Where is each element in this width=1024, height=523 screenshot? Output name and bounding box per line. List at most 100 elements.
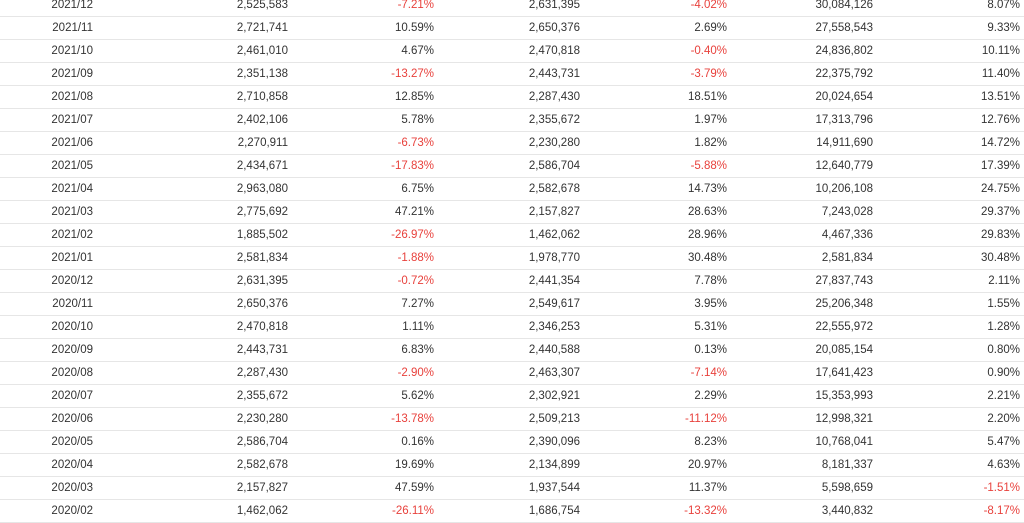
- compare-value-cell: 2,157,827: [528, 206, 580, 218]
- cumulative-percent-cell: 12.76%: [980, 114, 1020, 126]
- cumulative-value-cell: 5,598,659: [821, 482, 873, 494]
- month-cell: 2020/02: [51, 505, 93, 517]
- compare-value-cell: 1,978,770: [528, 252, 580, 264]
- month-cell: 2021/04: [51, 183, 93, 195]
- cumulative-percent-cell: 1.55%: [987, 298, 1020, 310]
- compare-value-cell: 2,582,678: [528, 183, 580, 195]
- change-percent-cell: 6.75%: [401, 183, 434, 195]
- month-cell: 2020/04: [51, 459, 93, 471]
- table-row: 2020/12 2,631,395 -0.72% 2,441,354 7.78% 27,8…: [0, 270, 1024, 293]
- compare-value-cell: 2,441,354: [528, 275, 580, 287]
- cumulative-value-cell: 25,206,348: [815, 298, 873, 310]
- compare-value-cell: 2,302,921: [528, 390, 580, 402]
- change-percent-cell: 4.67%: [401, 45, 434, 57]
- cumulative-percent-cell: 24.75%: [980, 183, 1020, 195]
- value-cell: 2,402,106: [236, 114, 288, 126]
- month-cell: 2020/09: [51, 344, 93, 356]
- cumulative-percent-cell: 29.83%: [980, 229, 1020, 241]
- table-row: 2021/11 2,721,741 10.59% 2,650,376 2.69% 27,5…: [0, 17, 1024, 40]
- compare-percent-cell: 28.63%: [687, 206, 727, 218]
- cumulative-value-cell: 15,353,993: [815, 390, 873, 402]
- cumulative-percent-cell: 2.11%: [988, 275, 1020, 287]
- month-cell: 2020/11: [52, 298, 93, 310]
- change-percent-cell: 5.62%: [401, 390, 434, 402]
- table-row: 2021/05 2,434,671 -17.83% 2,586,704 -5.88% 12…: [0, 155, 1024, 178]
- change-percent-cell: -26.11%: [392, 505, 434, 517]
- table-row: 2021/04 2,963,080 6.75% 2,582,678 14.73% 10,2…: [0, 178, 1024, 201]
- cumulative-value-cell: 10,768,041: [815, 436, 873, 448]
- table-row: 2020/11 2,650,376 7.27% 2,549,617 3.95% 25,20…: [0, 293, 1024, 316]
- value-cell: 2,631,395: [236, 275, 288, 287]
- month-cell: 2021/11: [52, 22, 93, 34]
- change-percent-cell: -26.97%: [391, 229, 434, 241]
- table-row: 2021/01 2,581,834 -1.88% 1,978,770 30.48% 2,5…: [0, 247, 1024, 270]
- value-cell: 2,230,280: [236, 413, 288, 425]
- cumulative-value-cell: 14,911,690: [816, 137, 873, 149]
- cumulative-value-cell: 22,375,792: [815, 68, 873, 80]
- change-percent-cell: -13.78%: [391, 413, 434, 425]
- table-row: 2020/05 2,586,704 0.16% 2,390,096 8.23% 10,76…: [0, 431, 1024, 454]
- table-row: 2020/02 1,462,062 -26.11% 1,686,754 -13.32% 3…: [0, 500, 1024, 523]
- table-row: 2020/10 2,470,818 1.11% 2,346,253 5.31% 22,55…: [0, 316, 1024, 339]
- compare-value-cell: 2,509,213: [528, 413, 580, 425]
- compare-percent-cell: -3.79%: [690, 68, 727, 80]
- cumulative-percent-cell: 4.63%: [987, 459, 1020, 471]
- cumulative-value-cell: 17,313,796: [815, 114, 873, 126]
- value-cell: 2,351,138: [236, 68, 288, 80]
- compare-percent-cell: 5.31%: [694, 321, 727, 333]
- cumulative-percent-cell: 1.28%: [987, 321, 1020, 333]
- compare-value-cell: 1,462,062: [528, 229, 580, 241]
- change-percent-cell: 7.27%: [401, 298, 434, 310]
- table-row: 2020/09 2,443,731 6.83% 2,440,588 0.13% 20,08…: [0, 339, 1024, 362]
- table-row: 2021/03 2,775,692 47.21% 2,157,827 28.63% 7,2…: [0, 201, 1024, 224]
- month-cell: 2021/05: [51, 160, 93, 172]
- cumulative-value-cell: 27,837,743: [815, 275, 873, 287]
- value-cell: 2,582,678: [236, 459, 288, 471]
- month-cell: 2020/06: [51, 413, 93, 425]
- month-cell: 2021/09: [51, 68, 93, 80]
- compare-percent-cell: 28.96%: [687, 229, 727, 241]
- compare-percent-cell: 2.69%: [694, 22, 727, 34]
- month-cell: 2021/10: [51, 45, 93, 57]
- change-percent-cell: 10.59%: [394, 22, 434, 34]
- value-cell: 2,270,911: [237, 137, 288, 149]
- compare-percent-cell: 2.29%: [694, 390, 727, 402]
- value-cell: 2,586,704: [236, 436, 288, 448]
- value-cell: 2,721,741: [236, 22, 288, 34]
- table-row: 2021/08 2,710,858 12.85% 2,287,430 18.51% 20,…: [0, 86, 1024, 109]
- month-cell: 2021/08: [51, 91, 93, 103]
- month-cell: 2021/03: [51, 206, 93, 218]
- month-cell: 2021/01: [51, 252, 93, 264]
- table-row: 2020/08 2,287,430 -2.90% 2,463,307 -7.14% 17,…: [0, 362, 1024, 385]
- value-cell: 2,287,430: [236, 367, 288, 379]
- table-row: 2021/09 2,351,138 -13.27% 2,443,731 -3.79% 22…: [0, 63, 1024, 86]
- value-cell: 2,355,672: [236, 390, 288, 402]
- cumulative-value-cell: 22,555,972: [815, 321, 873, 333]
- month-cell: 2020/05: [51, 436, 93, 448]
- change-percent-cell: 1.11%: [402, 321, 434, 333]
- value-cell: 2,525,583: [236, 0, 288, 11]
- cumulative-value-cell: 7,243,028: [821, 206, 873, 218]
- month-cell: 2020/03: [51, 482, 93, 494]
- cumulative-percent-cell: 5.47%: [987, 436, 1020, 448]
- cumulative-value-cell: 24,836,802: [815, 45, 873, 57]
- compare-value-cell: 2,470,818: [528, 45, 580, 57]
- compare-value-cell: 2,390,096: [528, 436, 580, 448]
- month-cell: 2020/07: [51, 390, 93, 402]
- cumulative-percent-cell: 9.33%: [987, 22, 1020, 34]
- compare-percent-cell: 30.48%: [687, 252, 727, 264]
- compare-value-cell: 2,586,704: [528, 160, 580, 172]
- compare-value-cell: 2,463,307: [528, 367, 580, 379]
- compare-percent-cell: 11.37%: [688, 482, 727, 494]
- compare-value-cell: 2,355,672: [528, 114, 580, 126]
- value-cell: 2,461,010: [236, 45, 288, 57]
- compare-percent-cell: -0.40%: [690, 45, 727, 57]
- table-row: 2020/06 2,230,280 -13.78% 2,509,213 -11.12% 1…: [0, 408, 1024, 431]
- cumulative-value-cell: 8,181,337: [821, 459, 873, 471]
- table-row: 2020/04 2,582,678 19.69% 2,134,899 20.97% 8,1…: [0, 454, 1024, 477]
- compare-percent-cell: 18.51%: [687, 91, 727, 103]
- value-cell: 2,581,834: [236, 252, 288, 264]
- compare-percent-cell: -4.02%: [690, 0, 727, 11]
- cumulative-value-cell: 12,640,779: [815, 160, 873, 172]
